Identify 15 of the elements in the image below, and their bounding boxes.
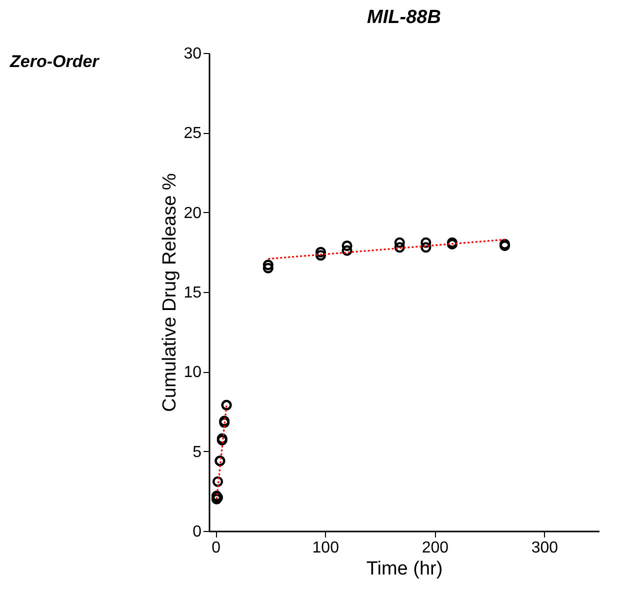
x-axis-title: Time (hr) (366, 558, 443, 580)
y-tick-label: 0 (192, 524, 202, 540)
y-tick-label: 15 (184, 284, 202, 302)
y-tick-label: 5 (192, 444, 202, 461)
y-tick-label: 10 (184, 364, 202, 382)
y-tick-label: 30 (184, 46, 202, 62)
chart-title: MIL-88B (367, 7, 442, 28)
x-tick-label: 100 (312, 540, 340, 556)
y-axis-title: Cumulative Drug Release % (160, 173, 181, 412)
text: Zero-Order (10, 52, 99, 72)
x-tick-label: 200 (422, 540, 449, 556)
x-tick-label: 0 (212, 540, 221, 556)
y-tick-label: 25 (184, 125, 202, 142)
x-tick-label: 300 (531, 540, 558, 556)
y-tick-label: 20 (184, 204, 202, 222)
